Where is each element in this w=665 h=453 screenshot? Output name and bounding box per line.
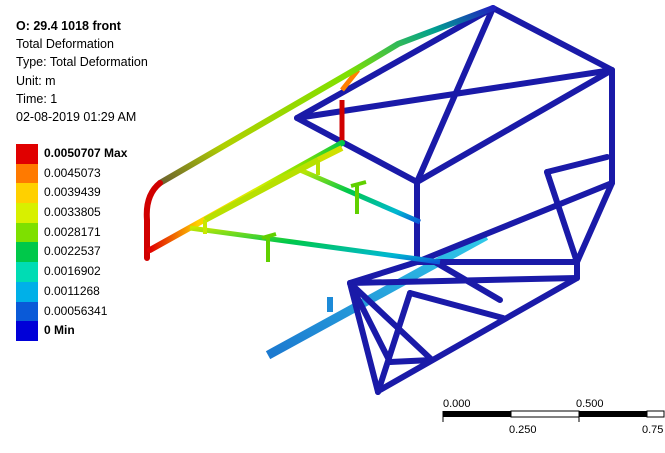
result-title: O: 29.4 1018 front bbox=[16, 19, 121, 33]
legend-swatch bbox=[16, 203, 38, 223]
legend-label: 0.0028171 bbox=[44, 224, 101, 239]
legend-swatch bbox=[16, 183, 38, 204]
result-timestamp: 02-08-2019 01:29 AM bbox=[16, 110, 137, 125]
front-bend bbox=[143, 180, 163, 261]
front-riser-top bbox=[340, 68, 360, 92]
legend-label: 0.00056341 bbox=[44, 303, 108, 318]
legend-label: 0.0011268 bbox=[44, 283, 100, 298]
legend-swatch bbox=[16, 222, 38, 243]
scale-label-top-1: 0.500 bbox=[576, 398, 604, 410]
legend-swatch bbox=[16, 321, 38, 341]
legend-label: 0.0022537 bbox=[44, 244, 101, 259]
scale-segment-white-2 bbox=[646, 410, 665, 418]
scale-label-bottom-1: 0.75 bbox=[642, 424, 663, 436]
legend-swatch bbox=[16, 262, 38, 282]
roll-hoop-bar bbox=[157, 5, 496, 186]
scale-segment-black-2 bbox=[579, 411, 647, 417]
legend-swatch bbox=[16, 144, 38, 164]
scale-segment-black-1 bbox=[443, 411, 511, 417]
legend-swatch bbox=[16, 242, 38, 263]
result-info: O: 29.4 1018 front Total Deformation Typ… bbox=[16, 17, 148, 126]
longitudinal-member-2 bbox=[299, 167, 421, 225]
scale-label-bottom-0: 0.250 bbox=[509, 424, 537, 436]
legend-label: 0.0045073 bbox=[44, 165, 101, 180]
legend-swatch bbox=[16, 281, 38, 302]
cross-member bbox=[203, 157, 320, 223]
legend-swatch bbox=[16, 301, 38, 322]
result-name: Total Deformation bbox=[16, 37, 114, 52]
blue-frame bbox=[294, 5, 615, 395]
result-unit: Unit: m bbox=[16, 73, 56, 88]
legend-label: 0.0016902 bbox=[44, 264, 101, 279]
legend-label: 0.0033805 bbox=[44, 205, 101, 220]
legend-swatch bbox=[16, 163, 38, 184]
result-time: Time: 1 bbox=[16, 91, 58, 106]
legend-label: 0.0039439 bbox=[44, 185, 101, 200]
longitudinal-member-1 bbox=[189, 225, 441, 265]
scale-segment-white-1 bbox=[510, 410, 580, 418]
mount-stubs bbox=[203, 160, 367, 262]
legend-label: 0.0050707 Max bbox=[44, 146, 128, 160]
lower-axle-bar bbox=[265, 231, 489, 360]
cross-member-2 bbox=[316, 145, 344, 163]
result-type: Type: Total Deformation bbox=[16, 55, 148, 70]
legend-label: 0 Min bbox=[44, 323, 75, 338]
scale-label-top-0: 0.000 bbox=[443, 398, 471, 410]
